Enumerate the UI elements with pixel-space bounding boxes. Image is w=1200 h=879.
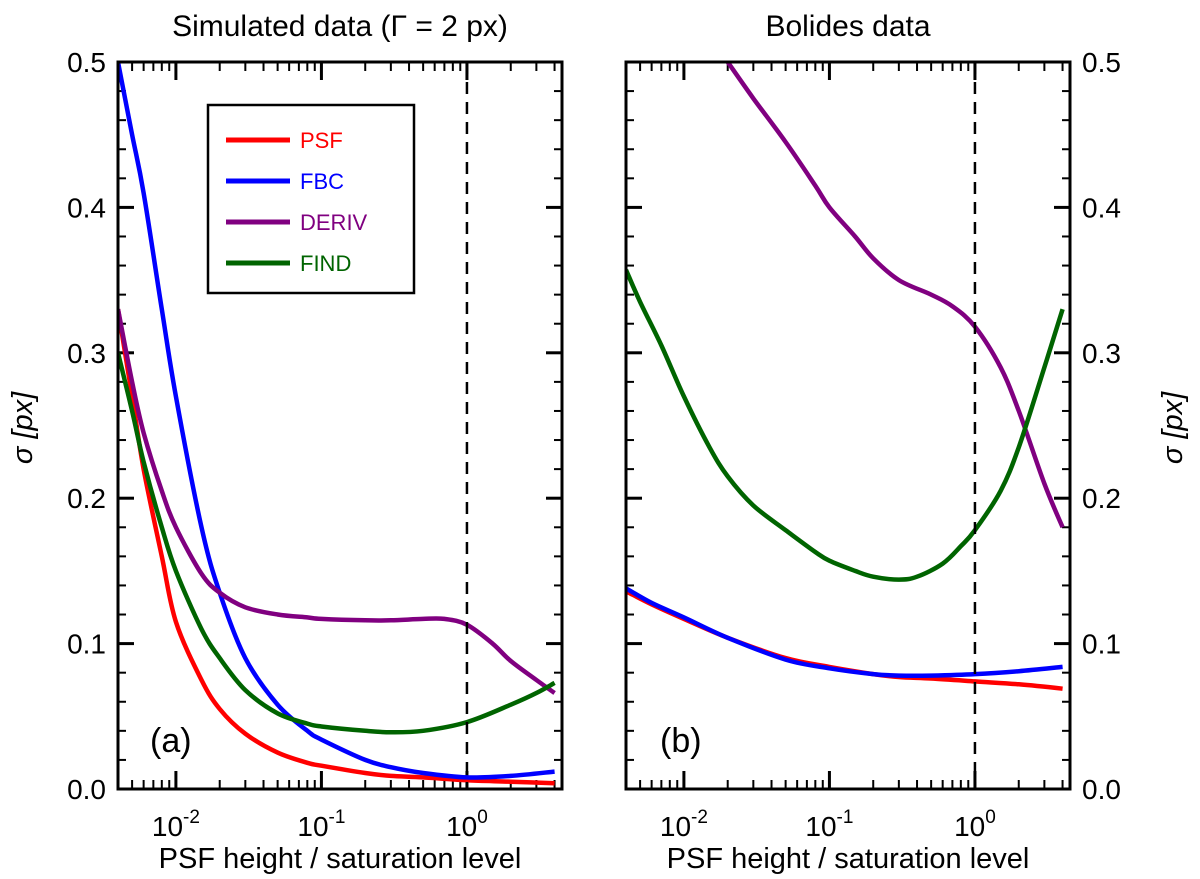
series-psf (118, 308, 555, 786)
y-tick-label: 0.4 (1082, 192, 1121, 223)
y-tick-label: 0.3 (1082, 338, 1121, 369)
x-tick-base: 10 (660, 811, 691, 842)
y-tick-label: 0.0 (67, 774, 106, 805)
x-tick-label: 10-1 (805, 807, 853, 842)
x-tick-base: 10 (954, 811, 985, 842)
x-tick-base: 10 (805, 811, 836, 842)
panel-b-xlabel: PSF height / saturation level (667, 843, 1030, 875)
y-tick-label: 0.2 (1082, 483, 1121, 514)
panel-a-frame (116, 60, 564, 791)
y-tick-label: 0.5 (1082, 47, 1121, 78)
x-tick-exponent: 0 (985, 807, 996, 828)
y-tick-label: 0.4 (67, 192, 106, 223)
series-deriv (118, 308, 556, 695)
y-tick-label: 0.0 (1082, 774, 1121, 805)
panel-b-ylabel: σ [px] (1157, 391, 1189, 464)
y-tick-label: 0.1 (67, 629, 106, 660)
panel-b-ylabel-text: σ [px] (1157, 391, 1189, 464)
series-fbc (626, 586, 1063, 678)
series-find (626, 268, 1065, 582)
x-tick-base: 10 (446, 811, 477, 842)
panel-b-ticks: 0.00.10.20.30.40.510-2 10-1 100 (625, 47, 1121, 842)
series-deriv (725, 62, 1065, 529)
panel-a: Simulated data (Γ = 2 px) 0.0 0.1 0.2 0.3 0.… (7, 10, 564, 875)
legend: PSF FBC DERIV FIND (206, 103, 416, 295)
legend-label-fbc: FBC (300, 169, 344, 194)
x-tick-label: 10-1 (297, 807, 345, 842)
x-tick-label: 100 (954, 807, 996, 842)
panel-b-frame (624, 60, 1072, 791)
x-tick-exponent: -1 (837, 807, 854, 828)
series-find (118, 352, 556, 735)
x-tick-label: 10-2 (152, 807, 200, 842)
x-tick-exponent: -2 (183, 807, 200, 828)
panel-a-label: (a) (150, 722, 192, 760)
series-fbc (118, 62, 555, 780)
panel-a-xlabel: PSF height / saturation level (159, 843, 522, 875)
panel-b-title: Bolides data (765, 10, 930, 43)
x-tick-base: 10 (297, 811, 328, 842)
y-tick-label: 0.2 (67, 483, 106, 514)
y-tick-label: 0.5 (67, 47, 106, 78)
x-tick-exponent: -2 (691, 807, 708, 828)
panel-a-ticks: 0.00.10.20.30.40.510-2 10-1 100 (67, 47, 562, 842)
x-tick-label: 10-2 (660, 807, 708, 842)
panel-a-title: Simulated data (Γ = 2 px) (172, 10, 508, 43)
panel-b-series (626, 62, 1065, 691)
x-tick-exponent: -1 (329, 807, 346, 828)
panel-a-ylabel: σ [px] (7, 391, 39, 464)
panel-b-label: (b) (660, 722, 702, 760)
panel-a-series (118, 62, 556, 786)
x-tick-label: 100 (446, 807, 488, 842)
panel-a-ylabel-text: σ [px] (7, 391, 39, 464)
x-tick-exponent: 0 (477, 807, 488, 828)
y-tick-label: 0.3 (67, 338, 106, 369)
x-tick-base: 10 (152, 811, 183, 842)
legend-label-find: FIND (300, 251, 351, 276)
y-tick-label: 0.1 (1082, 629, 1121, 660)
legend-label-deriv: DERIV (300, 210, 368, 235)
panel-b: Bolides data 0.00.10.20.30.40.510-2 10-1 1… (624, 10, 1189, 875)
legend-label-psf: PSF (300, 128, 343, 153)
